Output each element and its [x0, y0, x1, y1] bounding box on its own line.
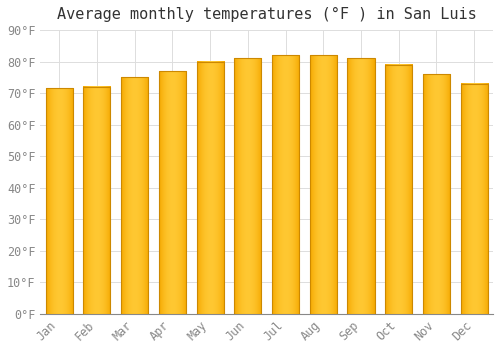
Bar — [310, 55, 337, 314]
Bar — [159, 71, 186, 314]
Bar — [460, 84, 488, 314]
Bar — [121, 77, 148, 314]
Bar — [348, 58, 374, 314]
Bar — [423, 74, 450, 314]
Title: Average monthly temperatures (°F ) in San Luis: Average monthly temperatures (°F ) in Sa… — [57, 7, 476, 22]
Bar — [84, 87, 110, 314]
Bar — [46, 89, 73, 314]
Bar — [196, 62, 224, 314]
Bar — [234, 58, 262, 314]
Bar — [272, 55, 299, 314]
Bar — [385, 65, 412, 314]
